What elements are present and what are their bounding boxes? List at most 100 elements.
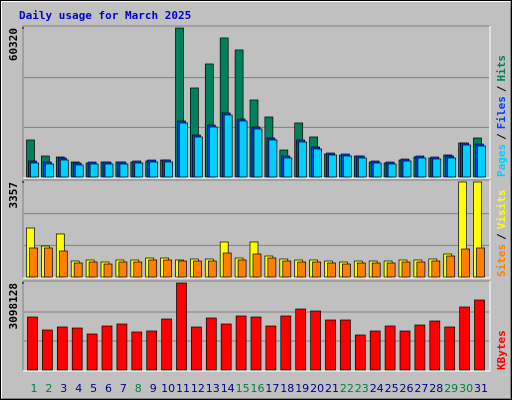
bar [59,159,69,178]
y-tick-label: 3357 [7,182,20,209]
bar [369,330,381,371]
bar [58,250,68,278]
bar [164,161,173,178]
bar [297,261,307,278]
bar [401,261,411,278]
x-tick-label: 31 [474,382,488,395]
bar [328,154,337,178]
bar [148,259,158,278]
bar [298,141,308,178]
x-tick-label: 22 [340,382,354,395]
bar [89,163,99,178]
bar [29,247,38,278]
x-tick-label: 20 [310,382,324,395]
panel-bevel [22,179,490,278]
panel-bevel [22,280,490,371]
bar [417,157,427,178]
bar [252,253,262,278]
x-tick-label: 12 [191,382,205,395]
bar [268,139,278,178]
bar [133,261,143,278]
bar [73,262,83,278]
x-tick-label: 10 [161,382,175,395]
bar [280,315,292,371]
y-tick-label: 3098128 [7,283,20,329]
bar [42,329,53,371]
x-tick-label: 28 [429,382,443,395]
bar [45,163,54,178]
bar [208,126,218,178]
bar [356,262,366,278]
bar [119,163,129,178]
legend-separator: / [495,85,508,92]
x-tick-label: 15 [236,382,250,395]
bar [146,330,158,371]
bar [178,260,187,278]
bar [446,255,456,278]
bar [163,259,172,278]
bar [238,120,248,178]
bar [372,162,382,178]
legend: KBytes [495,330,508,370]
bar [205,317,217,371]
bar [447,157,457,178]
legend: Sites / Visits [495,190,508,278]
bar [325,319,336,371]
panel-bevel [23,180,491,279]
bar [44,247,53,278]
bar [414,324,426,371]
bar [476,247,485,278]
bar [313,148,322,178]
bar [461,248,470,278]
x-tick-label: 17 [265,382,279,395]
bar [56,326,68,371]
x-tick-label: 2 [45,382,52,395]
x-tick-label: 16 [251,382,265,395]
chart-title: Daily usage for March 2025 [19,9,191,22]
bar [459,306,470,371]
bar [282,260,292,278]
x-tick-label: 30 [459,382,473,395]
bar [194,136,203,178]
legend-separator: / [495,233,508,240]
legend: Pages / Files / Hits [495,55,508,177]
bar [386,262,396,278]
bar [222,252,232,278]
bar [176,282,187,371]
bar [235,315,247,371]
bar [431,260,441,278]
panel-bevel [22,25,490,178]
panel-bevel [23,281,491,372]
bar [149,161,159,178]
x-tick-label: 18 [280,382,294,395]
bar [131,331,143,371]
bar [340,319,351,371]
x-tick-label: 27 [414,382,428,395]
bar [220,323,232,371]
bar [118,261,128,278]
bar [191,326,202,371]
x-tick-label: 3 [60,382,67,395]
bar [343,155,352,178]
bar [295,308,307,371]
bar [253,128,263,178]
legend-entry: KBytes [495,330,508,370]
x-tick-label: 5 [90,382,97,395]
bar [104,163,114,178]
x-tick-label: 9 [150,382,157,395]
panel-bevel [23,26,491,179]
bar [312,261,321,278]
x-tick-label: 29 [444,382,458,395]
y-tick-label: 60320 [7,28,20,61]
bar [283,157,293,178]
bar [30,162,39,178]
x-tick-label: 24 [370,382,384,395]
bar [101,325,113,371]
bar [310,310,321,371]
bar [399,330,411,371]
x-tick-label: 13 [206,382,220,395]
bar [161,318,172,371]
